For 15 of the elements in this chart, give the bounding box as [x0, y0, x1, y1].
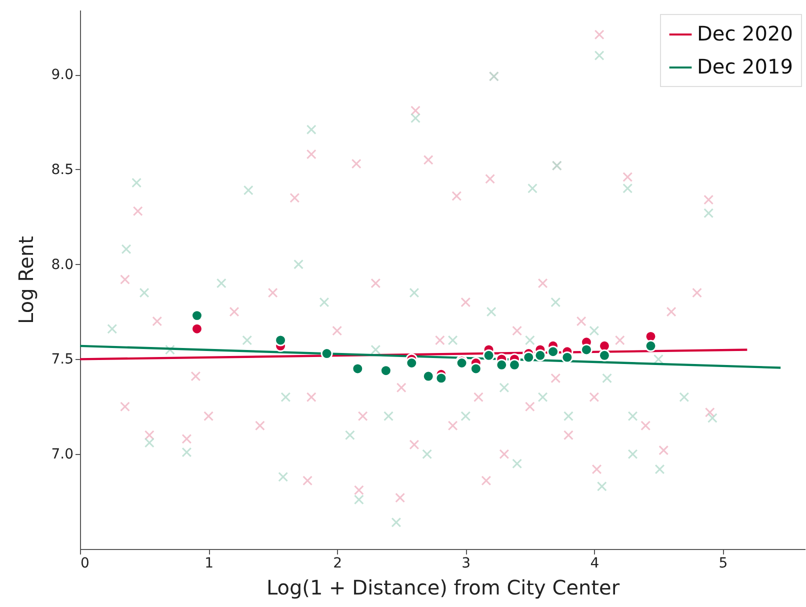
y-tick-label: 8.0	[51, 256, 74, 273]
y-tick-label: 8.5	[51, 162, 74, 178]
y-tick-label: 9.0	[51, 67, 74, 84]
legend-label: Dec 2020	[697, 22, 793, 46]
y-tick-label: 7.5	[51, 352, 74, 368]
y-axis-title: Log Rent	[14, 236, 38, 324]
y-tick-label: 7.0	[51, 446, 74, 463]
legend-label: Dec 2019	[697, 54, 793, 78]
x-axis-title: Log(1 + Distance) from City Center	[266, 576, 620, 600]
x-tick-label: 3	[462, 556, 471, 572]
x-tick-label: 5	[718, 556, 728, 572]
x-tick-label: 4	[590, 556, 600, 572]
x-tick-label: 0	[80, 556, 90, 572]
x-tick-label: 1	[204, 556, 214, 572]
x-tick-label: 2	[333, 556, 342, 572]
